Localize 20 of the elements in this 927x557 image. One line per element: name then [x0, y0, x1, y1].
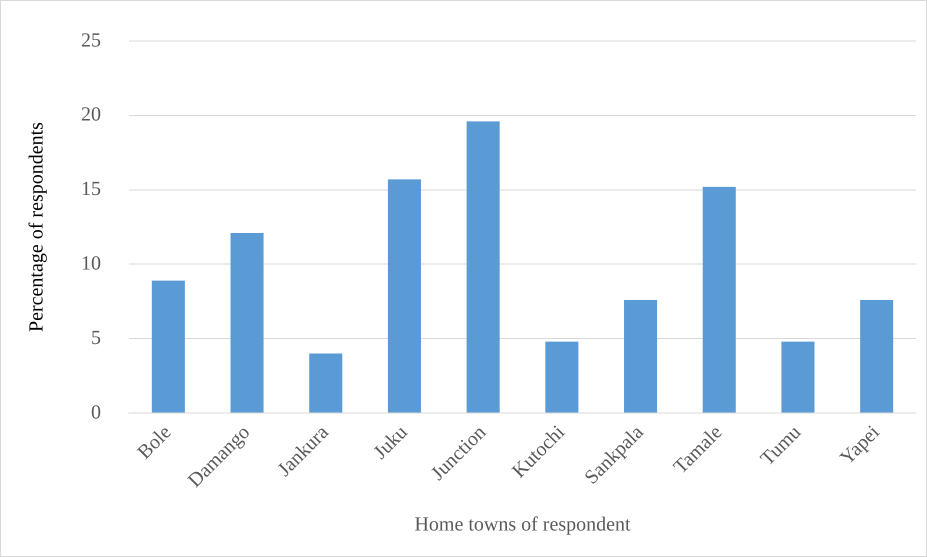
bar	[702, 186, 736, 413]
bar	[230, 232, 264, 413]
y-tick-label: 10	[81, 252, 101, 274]
bar	[152, 280, 185, 413]
y-tick-label: 25	[81, 29, 101, 52]
bar	[624, 300, 658, 413]
x-axis-title: Home towns of respondent	[414, 513, 631, 536]
bar	[388, 179, 421, 413]
x-tick-label: Bole	[133, 421, 176, 464]
y-tick-label: 0	[91, 401, 101, 424]
bar	[781, 342, 814, 413]
bar	[309, 354, 342, 413]
y-tick-label: 15	[81, 178, 101, 200]
y-tick-label: 20	[81, 104, 101, 126]
y-axis-title: Percentage of respondents	[25, 122, 48, 332]
y-tick-label: 5	[91, 326, 101, 349]
x-tick-label: Juku	[369, 421, 412, 464]
bar	[860, 300, 894, 413]
bar	[545, 342, 578, 413]
bar	[466, 121, 500, 413]
